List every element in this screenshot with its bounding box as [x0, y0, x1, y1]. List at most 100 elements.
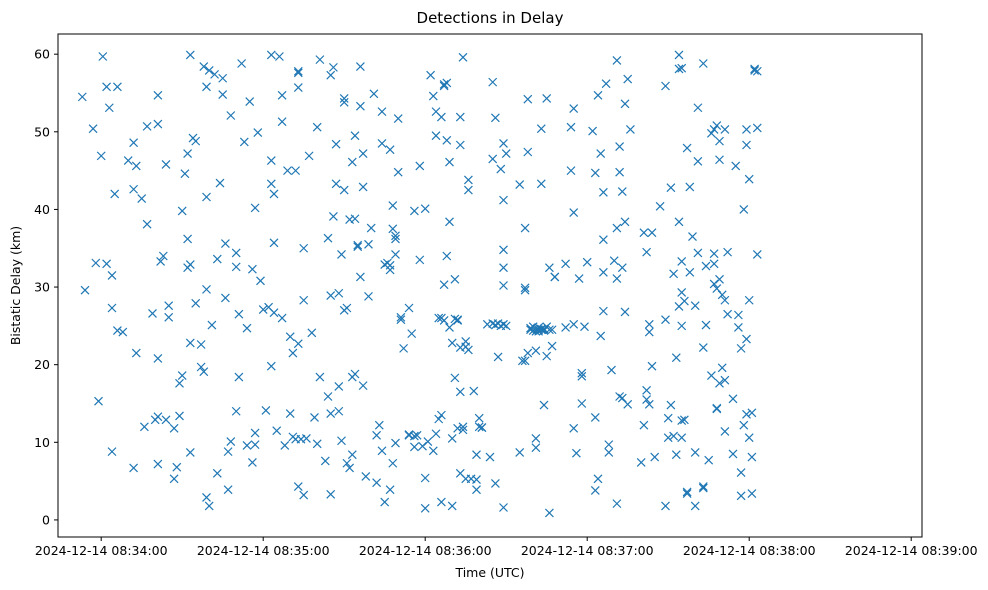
- data-point: [372, 478, 382, 488]
- data-point: [472, 485, 481, 495]
- data-point: [650, 452, 660, 462]
- data-point: [226, 111, 236, 120]
- data-point: [523, 348, 533, 358]
- data-point: [547, 325, 557, 335]
- data-point: [561, 322, 571, 332]
- data-point: [172, 462, 182, 472]
- data-point: [704, 455, 714, 465]
- y-tick-label: 20: [34, 357, 50, 372]
- data-point: [709, 125, 719, 134]
- data-point: [598, 235, 608, 245]
- data-point: [647, 228, 657, 238]
- data-point: [337, 250, 346, 259]
- data-points: [77, 50, 762, 518]
- data-point: [669, 431, 679, 441]
- data-point: [350, 131, 360, 141]
- data-point: [393, 167, 403, 177]
- data-point: [277, 313, 287, 323]
- data-point: [671, 353, 681, 363]
- data-point: [223, 447, 233, 457]
- data-point: [499, 139, 508, 148]
- data-point: [175, 378, 184, 388]
- data-point: [617, 187, 627, 196]
- data-point: [620, 307, 630, 317]
- data-point: [717, 290, 727, 300]
- data-point: [431, 429, 441, 439]
- data-point: [161, 159, 171, 169]
- data-point: [531, 346, 541, 356]
- data-point: [436, 497, 446, 507]
- data-point: [385, 260, 395, 270]
- data-point: [388, 201, 398, 210]
- data-point: [204, 501, 214, 511]
- data-point: [428, 91, 438, 101]
- data-point: [674, 217, 684, 227]
- data-point: [469, 386, 479, 396]
- data-point: [366, 223, 376, 233]
- data-point: [623, 74, 633, 84]
- data-point: [523, 94, 533, 104]
- data-point: [88, 124, 98, 134]
- data-point: [218, 90, 228, 99]
- data-point: [636, 458, 646, 467]
- data-point: [445, 157, 454, 167]
- data-point: [355, 272, 365, 282]
- data-point: [720, 125, 730, 134]
- data-point: [693, 156, 703, 166]
- data-point: [177, 371, 187, 380]
- data-point: [169, 423, 179, 433]
- data-point: [293, 66, 303, 76]
- data-point: [436, 112, 446, 122]
- data-point: [242, 440, 252, 450]
- data-point: [677, 63, 687, 73]
- data-point: [712, 121, 722, 131]
- data-point: [561, 259, 571, 269]
- data-point: [202, 492, 211, 502]
- data-point: [161, 415, 171, 425]
- data-point: [544, 508, 554, 518]
- data-point: [682, 487, 692, 497]
- data-point: [164, 312, 174, 322]
- data-point: [266, 156, 276, 165]
- data-point: [642, 395, 652, 405]
- data-point: [391, 250, 400, 259]
- data-point: [334, 288, 344, 298]
- data-point: [339, 94, 349, 103]
- data-point: [639, 420, 649, 430]
- data-point: [723, 309, 733, 319]
- data-point: [310, 413, 319, 422]
- data-point: [442, 251, 452, 261]
- y-tick-label: 60: [34, 47, 50, 62]
- data-point: [250, 428, 260, 438]
- data-point: [445, 322, 454, 332]
- data-point: [458, 422, 468, 432]
- data-point: [582, 257, 592, 267]
- data-point: [569, 208, 579, 217]
- data-point: [94, 396, 103, 406]
- data-point: [709, 259, 719, 269]
- data-point: [536, 124, 546, 134]
- data-point: [347, 157, 357, 167]
- data-point: [220, 239, 230, 249]
- data-point: [685, 267, 695, 277]
- data-point: [485, 452, 495, 462]
- data-point: [185, 338, 195, 348]
- data-point: [242, 323, 252, 333]
- x-tick-label: 2024-12-14 08:38:00: [683, 543, 816, 558]
- data-point: [447, 433, 457, 443]
- data-point: [612, 223, 622, 233]
- y-tick-label: 50: [34, 124, 50, 139]
- data-point: [153, 459, 163, 469]
- data-point: [499, 245, 508, 255]
- data-point: [299, 243, 309, 253]
- data-point: [183, 149, 193, 158]
- data-point: [515, 447, 525, 457]
- data-point: [690, 501, 700, 511]
- data-point: [612, 274, 622, 283]
- data-point: [285, 332, 295, 342]
- data-point: [169, 474, 179, 484]
- data-point: [199, 62, 209, 72]
- data-point: [337, 436, 346, 446]
- data-point: [391, 438, 400, 448]
- data-point: [596, 331, 606, 341]
